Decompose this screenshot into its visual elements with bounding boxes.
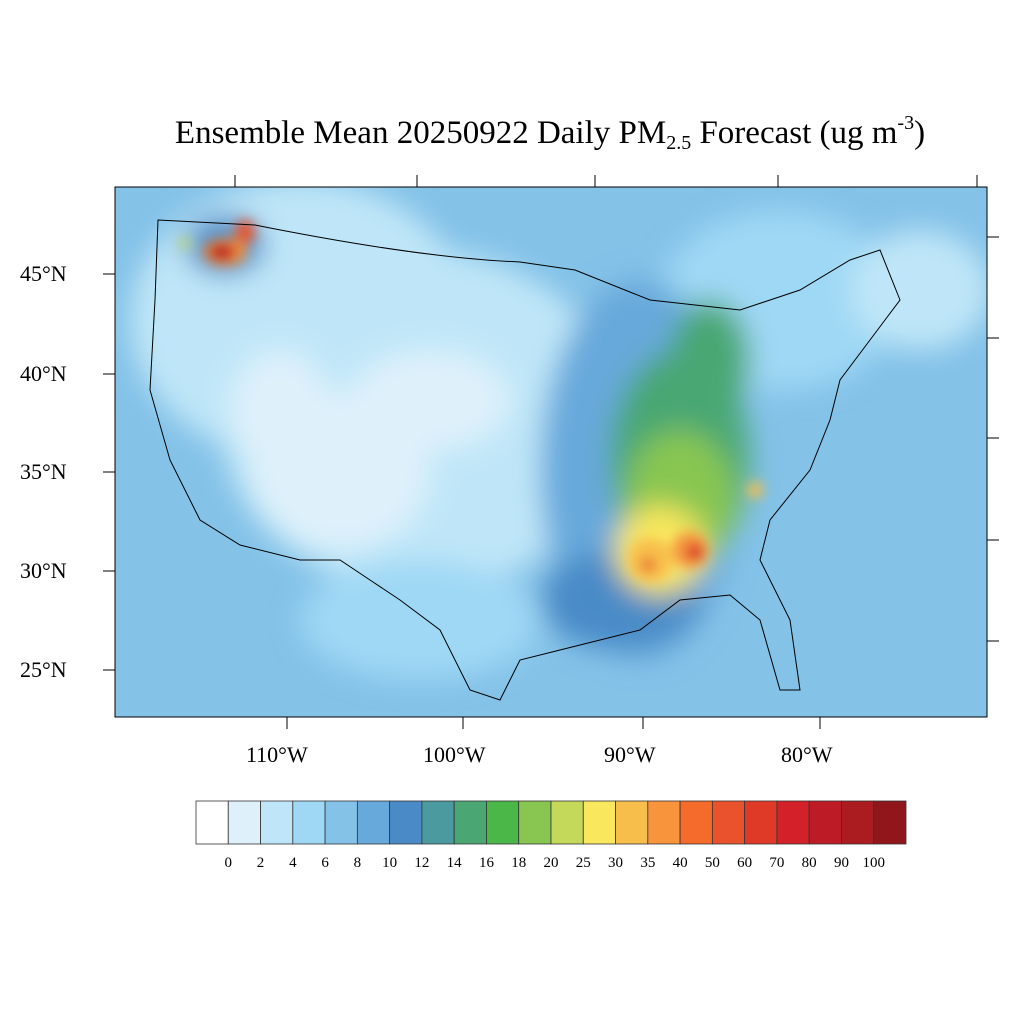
- colorbar-label: 6: [321, 855, 329, 871]
- colorbar-label: 16: [478, 855, 494, 871]
- plot-title: Ensemble Mean 20250922 Daily PM2.5 Forec…: [0, 112, 1024, 155]
- title-subscript: 2.5: [666, 132, 692, 154]
- colorbar-label: 0: [224, 855, 233, 871]
- colorbar-box: [679, 800, 713, 845]
- lat-label: 40°N: [20, 361, 67, 386]
- lon-label: 100°W: [423, 742, 486, 767]
- axis-ticks: [103, 175, 999, 729]
- lon-label: 80°W: [781, 742, 833, 767]
- colorbar-label: 2: [256, 855, 265, 871]
- colorbar-box: [486, 800, 520, 845]
- colorbar-box: [550, 800, 584, 845]
- title-close: ): [914, 115, 926, 151]
- colorbar-box: [227, 800, 261, 845]
- colorbar-label: 50: [704, 855, 720, 871]
- colorbar-label: 40: [672, 855, 688, 871]
- lat-label: 45°N: [20, 261, 67, 286]
- colorbar-box: [744, 800, 778, 845]
- lon-label: 90°W: [604, 742, 656, 767]
- colorbar-label: 18: [511, 855, 527, 871]
- colorbar-label: 25: [575, 855, 591, 871]
- lon-label: 110°W: [246, 742, 308, 767]
- pm25-field: [115, 187, 987, 717]
- colorbar-label: 8: [353, 855, 362, 871]
- colorbar-box: [389, 800, 423, 845]
- colorbar-box: [711, 800, 746, 845]
- colorbar-box: [582, 800, 616, 845]
- colorbar-label: 80: [801, 855, 817, 871]
- colorbar-box: [292, 800, 326, 845]
- colorbar-label: 60: [737, 855, 753, 871]
- map-frame: [114, 186, 988, 718]
- colorbar-label: 70: [769, 855, 785, 871]
- colorbar-label: 20: [543, 855, 559, 871]
- colorbar-label: 4: [289, 855, 297, 871]
- colorbar-label: 100: [862, 855, 885, 871]
- lat-label: 25°N: [20, 657, 67, 682]
- colorbar-box: [615, 800, 649, 845]
- title-text-units: Forecast (ug m: [691, 115, 898, 151]
- colorbar: [195, 800, 907, 845]
- colorbar-box: [518, 800, 552, 845]
- colorbar-box: [260, 800, 294, 845]
- colorbar-box: [421, 800, 455, 845]
- lat-label: 30°N: [20, 558, 67, 583]
- colorbar-box: [324, 800, 358, 845]
- colorbar-box: [356, 800, 391, 845]
- colorbar-box: [841, 800, 875, 845]
- colorbar-box: [453, 800, 487, 845]
- colorbar-box: [808, 800, 842, 845]
- colorbar-box: [873, 800, 907, 845]
- colorbar-label: 90: [833, 855, 849, 871]
- colorbar-label: 30: [608, 855, 624, 871]
- us-outline: [149, 219, 901, 701]
- colorbar-label: 10: [382, 855, 398, 871]
- colorbar-label: 12: [414, 855, 430, 871]
- colorbar-box: [776, 800, 810, 845]
- title-superscript: -3: [897, 112, 915, 134]
- lat-label: 35°N: [20, 459, 67, 484]
- colorbar-box: [647, 800, 681, 845]
- colorbar-label: 35: [640, 855, 656, 871]
- colorbar-label: 14: [446, 855, 462, 871]
- colorbar-box: [195, 800, 229, 845]
- title-text: Ensemble Mean 20250922 Daily PM: [174, 115, 667, 151]
